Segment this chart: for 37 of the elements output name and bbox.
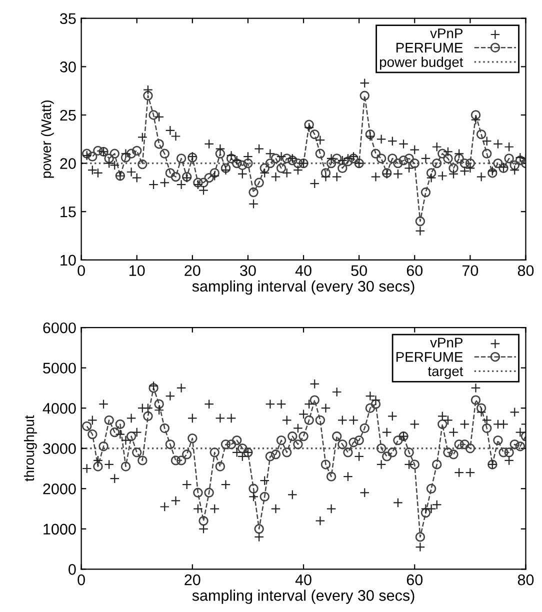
x-tick-label: 80	[518, 574, 534, 586]
x-tick-label: 40	[295, 574, 312, 586]
x-tick-label: 40	[295, 265, 312, 276]
x-tick-label: 30	[240, 265, 256, 276]
legend-label: target	[428, 367, 464, 379]
y-tick-label: 15	[60, 206, 76, 218]
x-tick-label: 70	[462, 265, 478, 276]
y-tick-label: 35	[60, 13, 76, 24]
y-axis-title: power (Watt)	[40, 100, 54, 178]
x-tick-label: 80	[518, 265, 534, 276]
legend-label: PERFUME	[396, 352, 463, 362]
x-axis-title: sampling interval (every 30 secs)	[192, 280, 414, 295]
y-tick-label: 20	[60, 158, 76, 169]
y-tick-label: 25	[60, 110, 76, 121]
x-tick-label: 60	[406, 574, 423, 586]
legend-label: PERFUME	[396, 42, 463, 53]
y-tick-label: 4000	[42, 402, 76, 414]
y-tick-label: 6000	[43, 322, 76, 334]
legend-label: vPnP	[430, 338, 463, 348]
x-tick-label: 50	[351, 265, 367, 276]
x-tick-label: 20	[184, 574, 200, 586]
y-tick-label: 3000	[43, 443, 76, 454]
x-axis-title: sampling interval (every 30 secs)	[192, 590, 414, 604]
y-tick-label: 10	[60, 254, 76, 266]
y-tick-label: 30	[60, 62, 76, 72]
x-tick-label: 20	[184, 265, 200, 276]
y-tick-label: 1000	[44, 524, 76, 535]
x-tick-label: 0	[78, 574, 85, 586]
legend-label: power budget	[380, 56, 464, 70]
x-tick-label: 10	[130, 265, 145, 276]
legend-label: vPnP	[430, 28, 463, 38]
x-tick-label: 60	[406, 265, 423, 276]
y-tick-label: 5000	[43, 362, 76, 374]
y-tick-label: 0	[68, 564, 76, 575]
y-axis-title: throughput	[24, 415, 37, 482]
x-tick-label: 0	[78, 265, 85, 276]
y-tick-label: 2000	[43, 484, 76, 494]
